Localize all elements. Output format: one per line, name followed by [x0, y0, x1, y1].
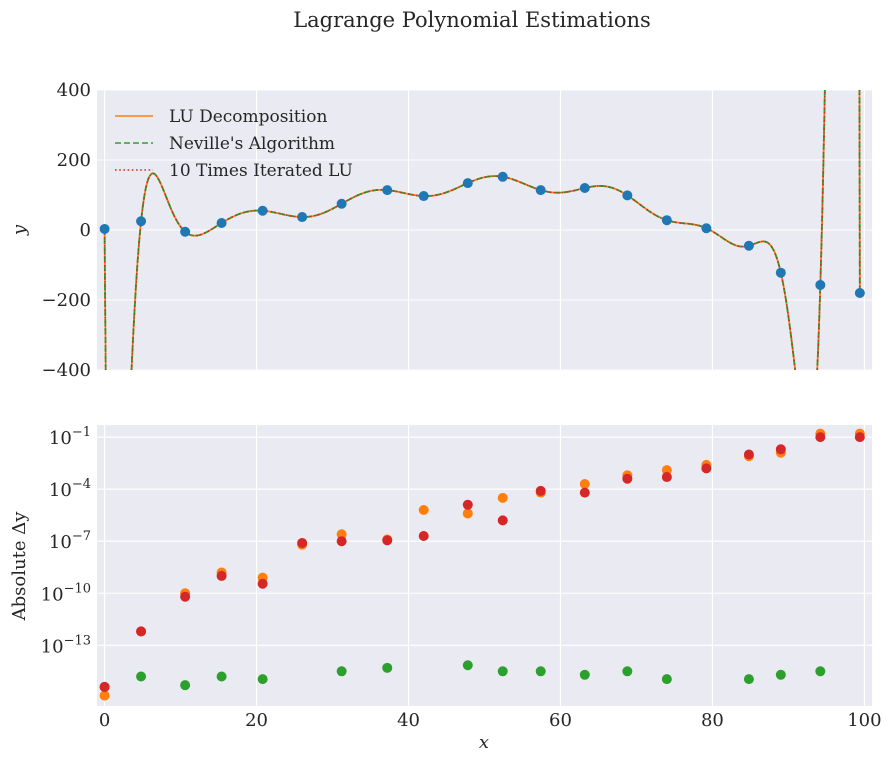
top-y-tick-label: −200 [42, 290, 91, 311]
bottom-panel: 10−1 10−4 10−7 10−10 10−13 0 20 40 60 80 100 Abso… [9, 425, 882, 753]
error-point-series-2 [661, 674, 672, 685]
error-point-series-2 [462, 660, 473, 671]
figure-title: Lagrange Polynomial Estimations [293, 8, 651, 32]
legend-label-iterated: 10 Times Iterated LU [169, 161, 353, 181]
error-point-series-1 [462, 508, 473, 519]
data-point [775, 267, 786, 278]
data-point [815, 279, 826, 290]
error-point-series-3 [497, 515, 508, 526]
error-point-series-3 [99, 681, 110, 692]
error-point-series-2 [535, 666, 546, 677]
error-point-series-2 [336, 666, 347, 677]
error-point-series-3 [661, 472, 672, 483]
error-point-series-3 [815, 432, 826, 443]
error-point-series-3 [462, 499, 473, 510]
legend-label-lu: LU Decomposition [169, 107, 327, 127]
error-point-series-3 [418, 531, 429, 542]
data-point [336, 198, 347, 209]
error-point-series-2 [136, 671, 147, 682]
error-point-series-3 [579, 487, 590, 498]
top-panel: 400 200 0 −200 −400 y LU Decomposition Nevil… [9, 80, 872, 381]
bottom-y-tick-label: 10−7 [49, 529, 91, 553]
error-point-series-3 [701, 463, 712, 474]
top-y-tick-labels: 400 200 0 −200 −400 [42, 80, 91, 381]
x-tick-label: 60 [549, 710, 572, 731]
error-point-series-1 [497, 492, 508, 503]
x-tick-label: 0 [99, 710, 110, 731]
error-point-series-2 [775, 669, 786, 680]
data-point [854, 288, 865, 298]
data-point [99, 223, 110, 234]
top-y-tick-label: 400 [57, 80, 91, 101]
data-point [701, 223, 712, 234]
error-point-series-2 [622, 666, 633, 677]
data-point [136, 216, 147, 227]
error-point-series-2 [579, 669, 590, 680]
error-point-series-2 [382, 662, 393, 673]
data-point [382, 185, 393, 196]
bottom-x-axis-label: x [479, 732, 489, 753]
bottom-x-tick-labels: 0 20 40 60 80 100 [99, 710, 882, 731]
error-point-series-1 [99, 690, 110, 701]
bottom-panel-background [97, 425, 872, 706]
bottom-y-tick-label: 10−13 [41, 633, 91, 657]
top-grid [97, 89, 872, 371]
legend-label-neville: Neville's Algorithm [169, 134, 335, 154]
error-point-series-2 [815, 666, 826, 677]
top-y-tick-label: 0 [80, 220, 91, 241]
error-point-series-3 [743, 449, 754, 460]
error-point-series-2 [257, 674, 268, 685]
data-point [535, 185, 546, 196]
error-point-series-3 [136, 626, 147, 637]
error-point-series-3 [297, 537, 308, 548]
top-y-tick-label: −400 [42, 360, 91, 381]
x-tick-label: 20 [245, 710, 268, 731]
x-tick-label: 80 [701, 710, 724, 731]
data-point [497, 171, 508, 182]
data-point [462, 178, 473, 189]
error-point-series-3 [336, 536, 347, 547]
data-point [579, 183, 590, 193]
error-point-series-3 [180, 591, 191, 602]
data-point [257, 205, 268, 216]
error-point-series-3 [216, 570, 227, 581]
data-point [622, 190, 633, 201]
data-point [216, 218, 227, 228]
error-point-series-3 [382, 535, 393, 546]
series-line-nevilles-algorithm [103, 90, 861, 370]
error-point-series-2 [216, 671, 227, 682]
bottom-y-tick-label: 10−1 [49, 425, 91, 449]
error-point-series-1 [418, 504, 429, 515]
error-point-series-3 [257, 578, 268, 589]
data-point [661, 215, 672, 226]
x-tick-label: 40 [397, 710, 420, 731]
error-point-series-3 [622, 473, 633, 484]
data-point [418, 191, 429, 202]
bottom-y-tick-labels: 10−1 10−4 10−7 10−10 10−13 [41, 425, 91, 657]
legend: LU Decomposition Neville's Algorithm 10 … [115, 107, 353, 181]
data-point [297, 212, 308, 223]
data-point [180, 226, 191, 237]
data-point [743, 240, 754, 251]
bottom-y-axis-label: Absolute Δy [9, 511, 30, 622]
bottom-grid [97, 425, 872, 706]
bottom-y-tick-label: 10−4 [49, 477, 91, 501]
error-point-series-2 [180, 680, 191, 691]
top-y-tick-label: 200 [57, 150, 91, 171]
error-point-series-1 [336, 529, 347, 540]
error-point-series-3 [535, 485, 546, 496]
x-tick-label: 100 [847, 710, 881, 731]
top-points [99, 171, 865, 298]
top-curves [103, 90, 861, 370]
error-point-series-3 [854, 432, 865, 443]
bottom-y-tick-label: 10−10 [41, 581, 91, 605]
error-point-series-1 [579, 478, 590, 489]
error-point-series-2 [743, 674, 754, 685]
top-y-axis-label: y [9, 224, 30, 236]
error-point-series-3 [775, 444, 786, 455]
bottom-points [99, 428, 865, 701]
error-point-series-2 [497, 666, 508, 677]
error-point-series-1 [661, 465, 672, 476]
